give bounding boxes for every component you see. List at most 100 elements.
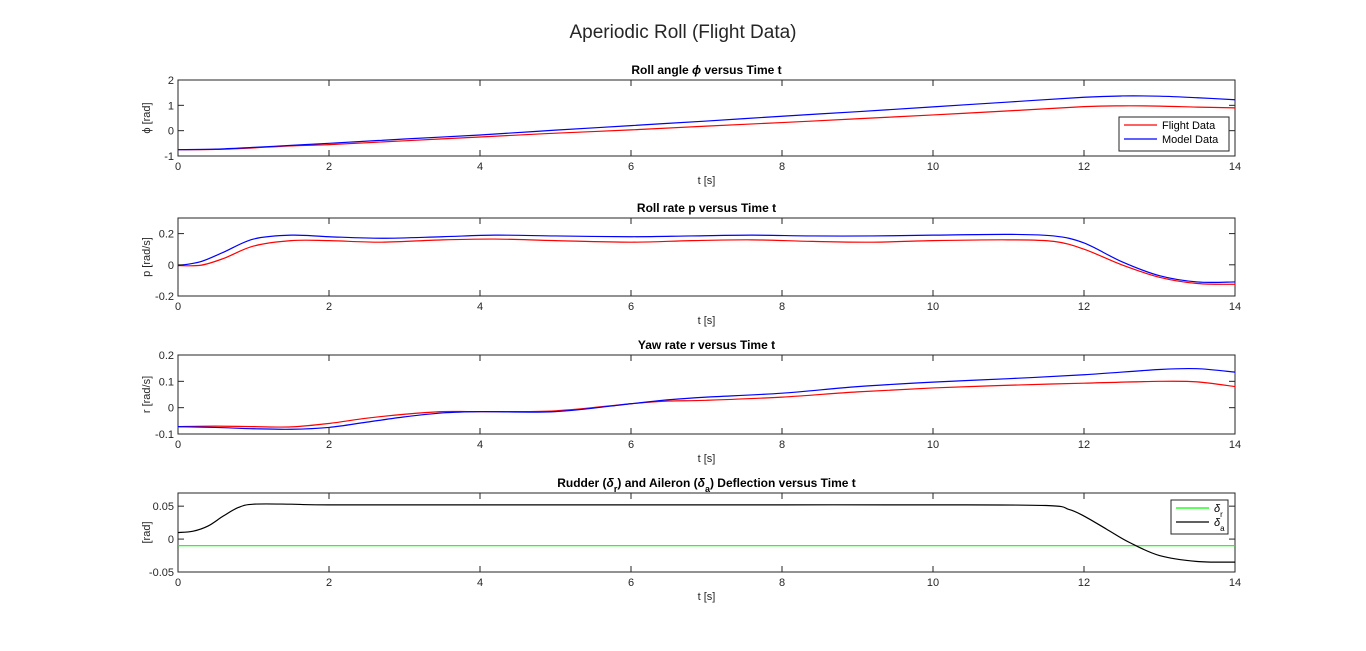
x-tick-label: 8 (779, 161, 785, 173)
x-tick-label: 6 (628, 439, 634, 451)
x-tick-label: 14 (1229, 161, 1241, 173)
x-tick-label: 2 (326, 161, 332, 173)
subplot-title-part: δ (698, 476, 706, 490)
x-tick-label: 4 (477, 161, 483, 173)
series-group (178, 233, 1235, 285)
y-axis-label: ϕ [rad] (141, 102, 153, 133)
plot-area (177, 217, 1236, 297)
series-group (178, 367, 1235, 430)
subplot-title: Rudder (δr) and Aileron (δa) Deflection … (557, 476, 856, 494)
x-tick-label: 14 (1229, 301, 1241, 313)
x-tick-label: 12 (1078, 161, 1090, 173)
plot-area (177, 354, 1236, 435)
subplot-title-part: δ (607, 476, 615, 490)
y-axis-label: r [rad/s] (141, 376, 153, 413)
legend-box (1118, 116, 1230, 152)
x-tick-label: 10 (927, 577, 939, 589)
x-axis-label: t [s] (698, 453, 716, 465)
x-tick-label: 12 (1078, 301, 1090, 313)
legend-label-sub: a (1220, 524, 1225, 533)
subplot-title-part: r (614, 484, 618, 494)
x-tick-label: 14 (1229, 439, 1241, 451)
subplot-title: Roll angle ϕ versus Time t (631, 63, 781, 77)
subplot-title-part: Roll rate p versus Time t (637, 201, 776, 215)
x-tick-label: 4 (477, 577, 483, 589)
y-axis-label: [rad] (141, 521, 153, 543)
x-tick-label: 0 (175, 577, 181, 589)
series-group (178, 503, 1235, 563)
x-tick-label: 14 (1229, 577, 1241, 589)
subplot-2: 0 2 4 6 8 10 12 14-0.200.2t [s]p [rad/s]Roll ra… (141, 201, 1241, 327)
x-tick-label: 2 (326, 577, 332, 589)
y-axis-label: p [rad/s] (141, 237, 153, 277)
series-line-2 (178, 233, 1235, 284)
subplot-title-part: Rudder ( (557, 476, 606, 490)
subplot-title-part: ) Deflection versus Time t (710, 476, 856, 490)
x-tick-label: 6 (628, 301, 634, 313)
subplot-title-part: versus Time t (701, 63, 781, 77)
y-tick-label: -1 (164, 151, 174, 163)
legend-label: Model Data (1162, 134, 1219, 146)
series-line-2 (178, 95, 1235, 151)
y-tick-label: 0.2 (159, 229, 174, 241)
subplot-title-part: ϕ (692, 63, 701, 77)
x-tick-label: 10 (927, 301, 939, 313)
x-axis-label: t [s] (698, 315, 716, 327)
subplot-title-part: ) and Aileron ( (617, 476, 697, 490)
legend-label: δa (1214, 517, 1225, 533)
x-tick-label: 12 (1078, 577, 1090, 589)
y-tick-label: 0.05 (153, 501, 174, 513)
x-axis-label: t [s] (698, 591, 716, 603)
legend-box (1170, 499, 1229, 535)
x-tick-label: 6 (628, 577, 634, 589)
x-tick-label: 8 (779, 301, 785, 313)
x-tick-label: 0 (175, 301, 181, 313)
subplot-title-part: Roll angle (631, 63, 692, 77)
x-tick-label: 4 (477, 301, 483, 313)
y-tick-label: -0.2 (155, 291, 174, 303)
legend-label-base: δ (1214, 517, 1221, 529)
legend-label-sub: r (1220, 510, 1223, 519)
x-tick-label: 10 (927, 439, 939, 451)
figure-title: Aperiodic Roll (Flight Data) (569, 22, 796, 43)
y-tick-label: -0.1 (155, 429, 174, 441)
series-line-2 (178, 503, 1235, 563)
x-tick-label: 12 (1078, 439, 1090, 451)
series-line-1 (178, 238, 1235, 285)
y-tick-label: 1 (168, 100, 174, 112)
y-tick-label: 0 (168, 260, 174, 272)
x-tick-label: 2 (326, 301, 332, 313)
y-tick-label: 0 (168, 534, 174, 546)
subplot-title: Roll rate p versus Time t (637, 201, 776, 215)
y-tick-label: 0 (168, 126, 174, 138)
subplot-3: 0 2 4 6 8 10 12 14-0.100.10.2t [s]r [rad/s]Yaw … (141, 338, 1241, 465)
y-tick-label: 2 (168, 75, 174, 87)
legend-label: δr (1214, 503, 1223, 519)
y-tick-label: 0.1 (159, 376, 174, 388)
x-tick-label: 8 (779, 439, 785, 451)
x-tick-label: 0 (175, 439, 181, 451)
subplot-title-part: Yaw rate r versus Time t (638, 338, 775, 352)
y-tick-label: -0.05 (149, 567, 174, 579)
x-tick-label: 10 (927, 161, 939, 173)
legend-label-base: δ (1214, 503, 1221, 515)
legend-label: Flight Data (1162, 120, 1216, 132)
y-tick-label: 0 (168, 403, 174, 415)
x-tick-label: 8 (779, 577, 785, 589)
series-group (178, 95, 1235, 151)
subplot-title: Yaw rate r versus Time t (638, 338, 775, 352)
x-tick-label: 2 (326, 439, 332, 451)
x-axis-label: t [s] (698, 175, 716, 187)
y-tick-label: 0.2 (159, 350, 174, 362)
series-line-2 (178, 367, 1235, 430)
x-tick-label: 4 (477, 439, 483, 451)
subplot-title-part: a (705, 484, 711, 494)
x-tick-label: 0 (175, 161, 181, 173)
legend: Flight Data Model Data (1118, 116, 1230, 152)
x-tick-label: 6 (628, 161, 634, 173)
